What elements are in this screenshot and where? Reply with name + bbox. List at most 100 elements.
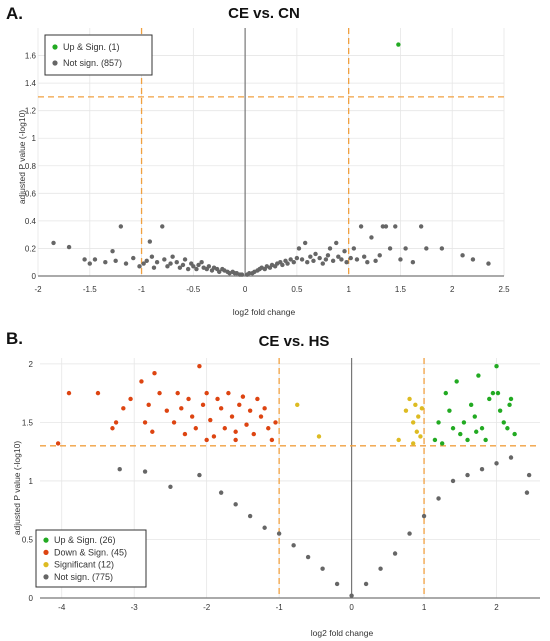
data-point	[383, 224, 389, 229]
data-point	[118, 224, 124, 229]
data-point	[362, 254, 367, 259]
data-point	[66, 390, 72, 396]
x-tick-label: 2	[450, 285, 455, 294]
legend-marker	[52, 44, 58, 50]
data-point	[320, 566, 325, 571]
data-point	[396, 42, 401, 47]
data-point	[147, 239, 153, 244]
data-point	[461, 420, 467, 425]
data-point	[266, 426, 271, 431]
data-point	[240, 394, 246, 399]
data-point	[285, 261, 290, 266]
data-point	[123, 261, 129, 266]
data-point	[251, 431, 256, 437]
data-point	[311, 258, 316, 264]
y-tick-label: 0.5	[22, 535, 34, 544]
legend-marker	[43, 562, 49, 568]
data-point	[501, 420, 506, 425]
x-tick-label: 1.5	[395, 285, 407, 294]
x-tick-label: -4	[58, 603, 66, 612]
data-point	[470, 257, 476, 262]
data-point	[454, 379, 459, 384]
data-point	[146, 402, 151, 408]
data-point	[413, 402, 418, 408]
data-point	[512, 431, 517, 437]
data-point	[317, 255, 322, 261]
data-point	[182, 431, 188, 437]
data-point	[218, 406, 224, 411]
data-point	[472, 414, 477, 419]
legend-marker	[52, 60, 58, 66]
data-point	[193, 426, 198, 431]
y-tick-label: 0.2	[25, 244, 37, 253]
x-tick-label: -1.5	[83, 285, 97, 294]
legend-label: Up & Sign. (1)	[63, 42, 120, 52]
panel-a-label: A.	[6, 4, 23, 23]
legend-box	[44, 34, 153, 76]
data-point	[490, 390, 496, 396]
data-point	[486, 261, 491, 266]
data-point	[171, 420, 177, 425]
x-tick-label: 2	[494, 603, 499, 612]
data-point	[233, 429, 238, 434]
data-point	[186, 396, 191, 402]
data-point	[380, 224, 386, 229]
data-point	[524, 490, 530, 495]
data-point	[305, 260, 310, 265]
data-point	[200, 402, 206, 408]
data-point	[323, 257, 329, 262]
data-point	[255, 396, 260, 402]
data-point	[168, 484, 173, 489]
data-point	[497, 408, 503, 413]
data-point	[458, 431, 463, 437]
data-point	[495, 390, 501, 396]
x-tick-label: -2	[203, 603, 211, 612]
data-point	[483, 437, 488, 443]
data-point	[51, 240, 56, 246]
y-tick-label: 1.2	[25, 107, 37, 116]
data-point	[450, 478, 456, 484]
y-tick-label: 0.8	[25, 162, 37, 171]
data-point	[403, 408, 409, 413]
data-point	[280, 262, 285, 268]
data-point	[363, 581, 369, 587]
data-point	[244, 422, 249, 427]
panel-b-ylabel: adjusted P value (-log10)	[12, 441, 22, 536]
data-point	[325, 253, 331, 258]
data-point	[204, 390, 209, 396]
data-point	[327, 246, 333, 251]
legend-label: Down & Sign. (45)	[54, 547, 127, 557]
data-point	[403, 246, 408, 251]
data-point	[215, 396, 220, 402]
x-tick-label: 0	[349, 603, 354, 612]
data-point	[407, 396, 412, 402]
data-point	[479, 426, 485, 431]
data-point	[149, 254, 155, 259]
data-point	[117, 467, 122, 472]
data-point	[416, 414, 421, 419]
data-point	[330, 258, 336, 264]
data-point	[142, 469, 148, 474]
data-point	[508, 396, 514, 402]
data-point	[87, 261, 92, 266]
data-point	[247, 408, 253, 413]
data-point	[436, 420, 441, 425]
x-tick-label: -0.5	[186, 285, 200, 294]
x-tick-label: -1	[138, 285, 146, 294]
data-point	[258, 414, 264, 419]
data-point	[494, 461, 499, 466]
panel-b-label: B.	[6, 329, 23, 348]
data-point	[291, 543, 296, 548]
data-point	[247, 271, 252, 276]
data-point	[222, 426, 227, 431]
data-point	[351, 246, 357, 251]
data-point	[468, 402, 474, 408]
y-tick-label: 0	[32, 272, 37, 281]
data-point	[443, 390, 448, 396]
data-point	[196, 262, 201, 268]
data-point	[170, 254, 175, 259]
data-point	[157, 390, 162, 396]
data-point	[377, 253, 382, 258]
x-tick-label: 1	[346, 285, 351, 294]
data-point	[526, 472, 532, 478]
